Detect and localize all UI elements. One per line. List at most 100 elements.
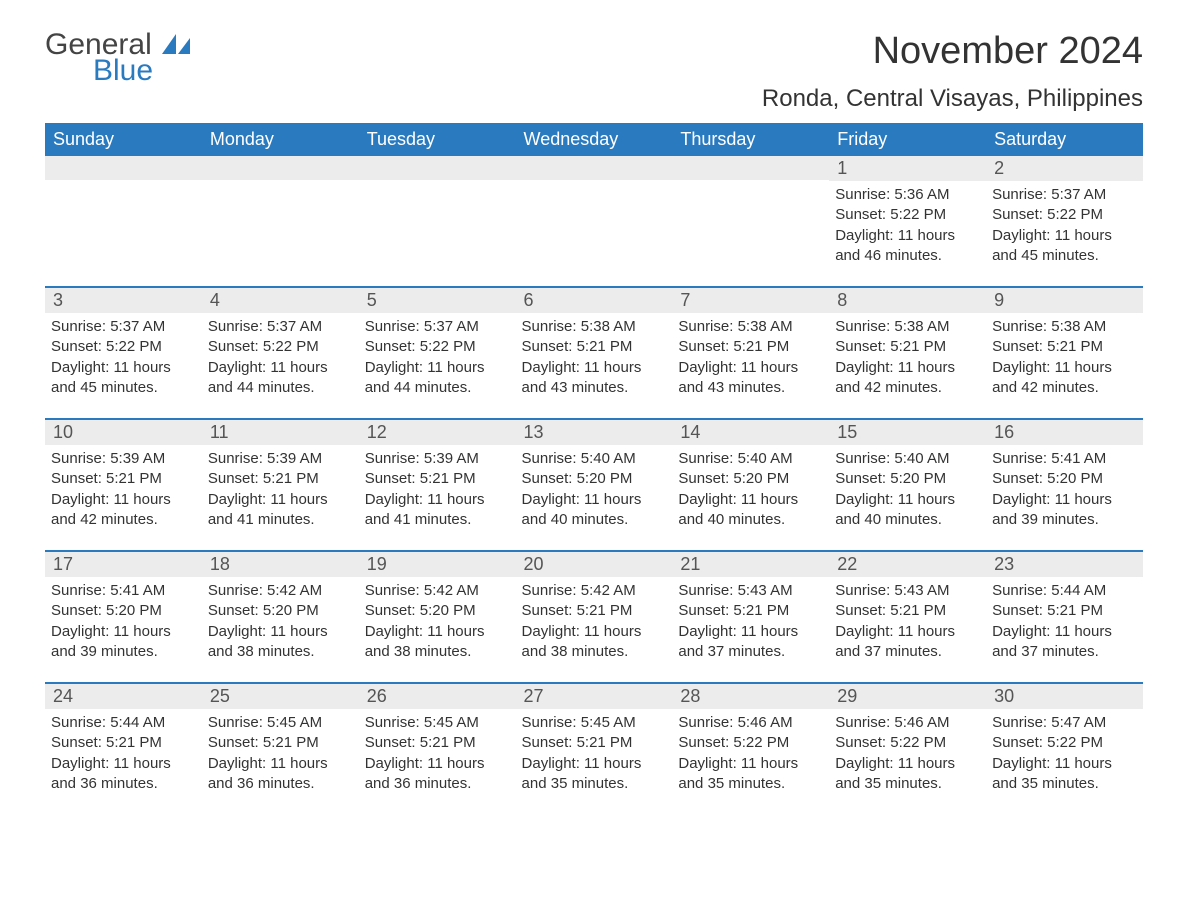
sunset-line: Sunset: 5:20 PM xyxy=(835,469,980,489)
sunrise-line: Sunrise: 5:37 AM xyxy=(365,317,510,337)
sunrise-line: Sunrise: 5:44 AM xyxy=(992,581,1137,601)
calendar-day-cell: 19 Sunrise: 5:42 AMSunset: 5:20 PMDayligh… xyxy=(359,550,516,682)
day-details: Sunrise: 5:44 AMSunset: 5:21 PMDaylight:… xyxy=(51,713,196,794)
sunrise-line: Sunrise: 5:44 AM xyxy=(51,713,196,733)
daylight-line: Daylight: 11 hours and 43 minutes. xyxy=(522,358,667,399)
day-number: 30 xyxy=(986,682,1143,709)
sunrise-line: Sunrise: 5:43 AM xyxy=(835,581,980,601)
calendar-week-row: 10Sunrise: 5:39 AMSunset: 5:21 PMDayligh… xyxy=(45,418,1143,550)
day-number: 8 xyxy=(829,286,986,313)
calendar-day-cell xyxy=(359,156,516,286)
daylight-line: Daylight: 11 hours and 39 minutes. xyxy=(51,622,196,663)
daylight-line: Daylight: 11 hours and 44 minutes. xyxy=(365,358,510,399)
calendar-week-row: 24 Sunrise: 5:44 AMSunset: 5:21 PMDayligh… xyxy=(45,682,1143,814)
day-details: Sunrise: 5:45 AMSunset: 5:21 PMDaylight:… xyxy=(208,713,353,794)
daylight-line: Daylight: 11 hours and 42 minutes. xyxy=(992,358,1137,399)
day-details: Sunrise: 5:37 AMSunset: 5:22 PMDaylight:… xyxy=(365,317,510,398)
day-header: Friday xyxy=(829,123,986,156)
sunrise-line: Sunrise: 5:46 AM xyxy=(835,713,980,733)
logo-sail-icon xyxy=(162,28,190,61)
day-details: Sunrise: 5:37 AMSunset: 5:22 PMDaylight:… xyxy=(992,185,1137,266)
sunrise-line: Sunrise: 5:38 AM xyxy=(522,317,667,337)
day-details: Sunrise: 5:42 AMSunset: 5:21 PMDaylight:… xyxy=(522,581,667,662)
sunrise-line: Sunrise: 5:38 AM xyxy=(678,317,823,337)
calendar-day-cell: 7Sunrise: 5:38 AMSunset: 5:21 PMDaylight… xyxy=(672,286,829,418)
sunset-line: Sunset: 5:22 PM xyxy=(51,337,196,357)
day-details: Sunrise: 5:38 AMSunset: 5:21 PMDaylight:… xyxy=(678,317,823,398)
day-header: Thursday xyxy=(672,123,829,156)
day-header: Saturday xyxy=(986,123,1143,156)
calendar-day-cell: 3Sunrise: 5:37 AMSunset: 5:22 PMDaylight… xyxy=(45,286,202,418)
day-number: 20 xyxy=(516,550,673,577)
day-header: Monday xyxy=(202,123,359,156)
day-header-row: SundayMondayTuesdayWednesdayThursdayFrid… xyxy=(45,123,1143,156)
day-number: 3 xyxy=(45,286,202,313)
day-number: 14 xyxy=(672,418,829,445)
logo-text: General Blue xyxy=(45,30,190,86)
sunset-line: Sunset: 5:21 PM xyxy=(208,469,353,489)
day-details: Sunrise: 5:40 AMSunset: 5:20 PMDaylight:… xyxy=(522,449,667,530)
day-details: Sunrise: 5:41 AMSunset: 5:20 PMDaylight:… xyxy=(992,449,1137,530)
day-number: 1 xyxy=(829,156,986,181)
day-details: Sunrise: 5:44 AMSunset: 5:21 PMDaylight:… xyxy=(992,581,1137,662)
day-number: 13 xyxy=(516,418,673,445)
sunset-line: Sunset: 5:22 PM xyxy=(992,205,1137,225)
sunrise-line: Sunrise: 5:43 AM xyxy=(678,581,823,601)
daylight-line: Daylight: 11 hours and 39 minutes. xyxy=(992,490,1137,531)
daylight-line: Daylight: 11 hours and 35 minutes. xyxy=(522,754,667,795)
day-details: Sunrise: 5:40 AMSunset: 5:20 PMDaylight:… xyxy=(678,449,823,530)
calendar-week-row: 1Sunrise: 5:36 AMSunset: 5:22 PMDaylight… xyxy=(45,156,1143,286)
daylight-line: Daylight: 11 hours and 41 minutes. xyxy=(208,490,353,531)
daylight-line: Daylight: 11 hours and 37 minutes. xyxy=(992,622,1137,663)
day-number: 4 xyxy=(202,286,359,313)
day-number: 29 xyxy=(829,682,986,709)
day-details: Sunrise: 5:47 AMSunset: 5:22 PMDaylight:… xyxy=(992,713,1137,794)
calendar-day-cell: 5Sunrise: 5:37 AMSunset: 5:22 PMDaylight… xyxy=(359,286,516,418)
daylight-line: Daylight: 11 hours and 44 minutes. xyxy=(208,358,353,399)
calendar-body: 1Sunrise: 5:36 AMSunset: 5:22 PMDaylight… xyxy=(45,156,1143,814)
sunset-line: Sunset: 5:22 PM xyxy=(208,337,353,357)
calendar-day-cell: 21Sunrise: 5:43 AMSunset: 5:21 PMDayligh… xyxy=(672,550,829,682)
calendar-day-cell: 24 Sunrise: 5:44 AMSunset: 5:21 PMDayligh… xyxy=(45,682,202,814)
daylight-line: Daylight: 11 hours and 40 minutes. xyxy=(678,490,823,531)
daylight-line: Daylight: 11 hours and 36 minutes. xyxy=(365,754,510,795)
daylight-line: Daylight: 11 hours and 45 minutes. xyxy=(51,358,196,399)
calendar-day-cell: 18Sunrise: 5:42 AMSunset: 5:20 PMDayligh… xyxy=(202,550,359,682)
day-number: 17 xyxy=(45,550,202,577)
daylight-line: Daylight: 11 hours and 38 minutes. xyxy=(365,622,510,663)
sunset-line: Sunset: 5:21 PM xyxy=(992,337,1137,357)
daylight-line: Daylight: 11 hours and 41 minutes. xyxy=(365,490,510,531)
daylight-line: Daylight: 11 hours and 37 minutes. xyxy=(835,622,980,663)
day-number: 6 xyxy=(516,286,673,313)
day-number: 24 xyxy=(45,682,202,709)
sunrise-line: Sunrise: 5:39 AM xyxy=(51,449,196,469)
calendar-thead: SundayMondayTuesdayWednesdayThursdayFrid… xyxy=(45,123,1143,156)
month-title: November 2024 xyxy=(762,30,1143,73)
sunrise-line: Sunrise: 5:37 AM xyxy=(208,317,353,337)
sunset-line: Sunset: 5:21 PM xyxy=(835,601,980,621)
day-number: 25 xyxy=(202,682,359,709)
sunset-line: Sunset: 5:21 PM xyxy=(678,601,823,621)
sunset-line: Sunset: 5:22 PM xyxy=(835,733,980,753)
day-details: Sunrise: 5:42 AMSunset: 5:20 PMDaylight:… xyxy=(208,581,353,662)
calendar-day-cell: 6Sunrise: 5:38 AMSunset: 5:21 PMDaylight… xyxy=(516,286,673,418)
day-details: Sunrise: 5:46 AMSunset: 5:22 PMDaylight:… xyxy=(835,713,980,794)
calendar-day-cell: 8Sunrise: 5:38 AMSunset: 5:21 PMDaylight… xyxy=(829,286,986,418)
sunset-line: Sunset: 5:20 PM xyxy=(365,601,510,621)
sunrise-line: Sunrise: 5:47 AM xyxy=(992,713,1137,733)
day-number: 23 xyxy=(986,550,1143,577)
calendar-day-cell: 29 Sunrise: 5:46 AMSunset: 5:22 PMDayligh… xyxy=(829,682,986,814)
day-header: Wednesday xyxy=(516,123,673,156)
calendar-day-cell: 23 Sunrise: 5:44 AMSunset: 5:21 PMDayligh… xyxy=(986,550,1143,682)
empty-day-bar xyxy=(516,156,673,180)
day-details: Sunrise: 5:42 AMSunset: 5:20 PMDaylight:… xyxy=(365,581,510,662)
sunrise-line: Sunrise: 5:38 AM xyxy=(835,317,980,337)
day-number: 26 xyxy=(359,682,516,709)
title-block: November 2024 Ronda, Central Visayas, Ph… xyxy=(762,30,1143,113)
location-subtitle: Ronda, Central Visayas, Philippines xyxy=(762,85,1143,113)
sunset-line: Sunset: 5:21 PM xyxy=(992,601,1137,621)
sunrise-line: Sunrise: 5:41 AM xyxy=(992,449,1137,469)
day-number: 19 xyxy=(359,550,516,577)
daylight-line: Daylight: 11 hours and 35 minutes. xyxy=(835,754,980,795)
day-header: Sunday xyxy=(45,123,202,156)
